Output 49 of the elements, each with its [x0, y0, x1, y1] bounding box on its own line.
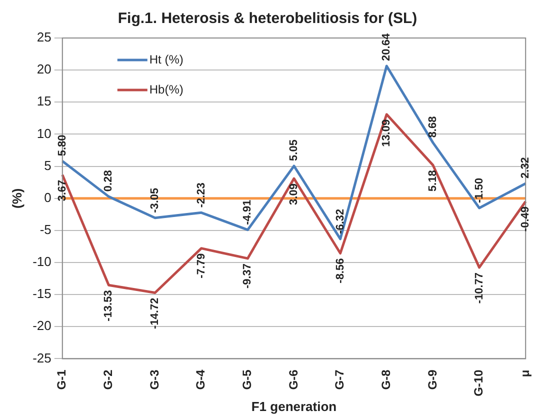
y-tick-label: -15: [32, 286, 52, 302]
y-tick-label: 0: [44, 190, 52, 205]
x-tick-label: G-3: [147, 369, 162, 390]
data-label: -14.72: [149, 298, 162, 329]
y-tick-label: -20: [32, 318, 52, 334]
data-label: 5.80: [56, 134, 68, 156]
data-label: -8.56: [334, 258, 346, 284]
data-label: 0.28: [102, 170, 115, 192]
data-label: -13.53: [102, 290, 115, 322]
legend-label: Hb(%): [149, 82, 184, 96]
data-label: -6.32: [334, 208, 346, 234]
x-tick-label: G-10: [472, 369, 486, 396]
data-label: -10.77: [473, 272, 486, 304]
x-tick-label: G-4: [194, 369, 208, 390]
data-label: -9.37: [242, 263, 254, 289]
x-tick-label: G-9: [425, 369, 440, 390]
data-label: 3.67: [56, 180, 68, 202]
data-label: -0.49: [520, 206, 532, 232]
data-label: -3.05: [149, 188, 162, 213]
data-label: 3.09: [288, 184, 300, 205]
y-tick-label: 10: [36, 126, 52, 141]
x-tick-label: μ: [518, 370, 532, 378]
data-label: 8.68: [426, 116, 439, 138]
data-label: 5.18: [426, 170, 439, 192]
y-tick-label: 20: [36, 62, 52, 77]
y-tick-label: -25: [32, 350, 52, 366]
data-label: 5.05: [288, 140, 300, 161]
data-label: 13.09: [380, 119, 393, 147]
data-label: -2.23: [195, 182, 208, 208]
x-tick-label: G-7: [332, 369, 347, 390]
y-tick-label: 5: [44, 158, 52, 173]
x-tick-label: G-5: [240, 369, 254, 390]
y-tick-label: -10: [32, 254, 52, 270]
y-axis-title: (%): [9, 188, 24, 208]
data-label: -1.50: [473, 178, 486, 203]
y-tick-label: -5: [40, 222, 52, 238]
x-tick-label: G-8: [378, 369, 393, 390]
x-tick-label: G-2: [101, 369, 116, 390]
data-label: -7.79: [195, 253, 208, 278]
x-axis-title: F1 generation: [251, 398, 337, 414]
data-label: 20.64: [380, 32, 393, 61]
y-tick-label: 15: [36, 94, 52, 109]
chart-title: Fig.1. Heterosis & heterobelitiosis for (SL): [118, 10, 418, 28]
y-tick-label: 25: [36, 30, 52, 45]
data-label: -4.91: [242, 200, 254, 225]
legend-label: Ht (%): [149, 52, 184, 66]
data-label: 2.32: [520, 157, 532, 178]
x-tick-label: G-1: [54, 369, 69, 390]
x-tick-label: G-6: [286, 369, 300, 390]
